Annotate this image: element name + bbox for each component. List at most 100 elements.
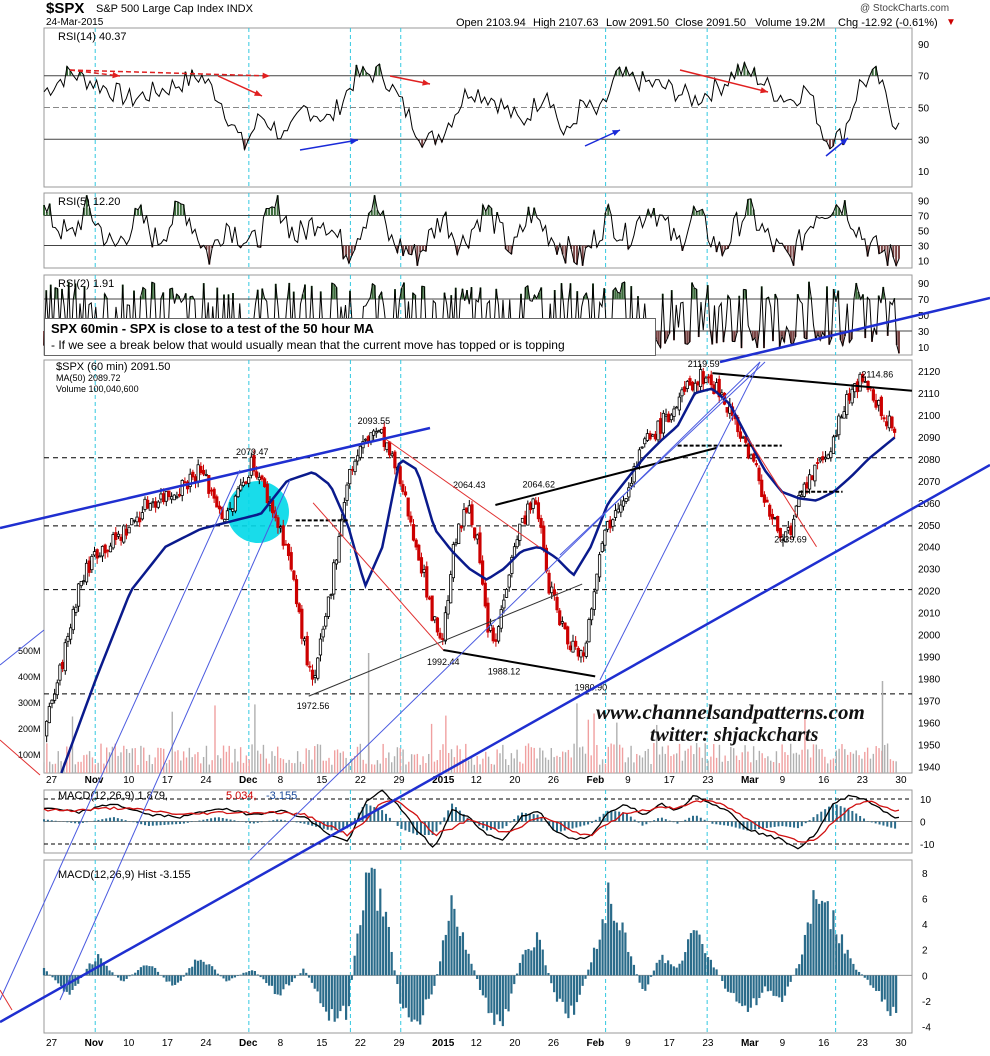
candle-body (71, 608, 75, 631)
candle-body (693, 382, 697, 394)
candle-body (523, 515, 527, 525)
copyright: @ StockCharts.com (860, 3, 950, 14)
candle-body (164, 491, 168, 502)
red-projection-3 (746, 436, 817, 547)
candle-body (887, 415, 891, 429)
price-ytick-12: 2060 (918, 499, 941, 510)
candle-body (292, 570, 296, 580)
candle-body (491, 627, 495, 642)
candle-body (411, 524, 416, 541)
watermark-twitter: twitter: shjackcharts (650, 724, 819, 746)
candle-body (640, 446, 644, 449)
candle-body (754, 463, 759, 466)
candle-body (233, 495, 237, 512)
candle-body (807, 474, 812, 490)
candle-body (866, 380, 870, 390)
candle-body (255, 471, 259, 478)
hist-xtick-13: 26 (548, 1038, 560, 1049)
candle-body (768, 504, 772, 517)
candle-body (318, 638, 323, 656)
price-xtick-21: 23 (857, 775, 869, 786)
ma50-line (60, 387, 896, 774)
annotation-line-2: - If we see a break below that would usu… (51, 338, 565, 352)
candle-body (504, 588, 509, 598)
candle-body (98, 555, 102, 558)
price-ytick-2: 1960 (918, 718, 941, 729)
rsi2-ytick-0: 10 (918, 343, 930, 354)
candle-body (672, 408, 676, 417)
candle-body (770, 513, 774, 520)
candle-body (191, 471, 195, 478)
price-ytick-18: 2120 (918, 367, 941, 378)
candle-body (510, 556, 514, 574)
candle-body (704, 377, 708, 384)
candle-body (571, 640, 575, 653)
candle-body (393, 451, 397, 469)
price-xtick-20: 16 (818, 775, 830, 786)
candle-body (66, 636, 70, 642)
candle-body (619, 504, 623, 513)
price-ytick-1: 1950 (918, 740, 941, 751)
high-value: High 2107.63 (533, 17, 599, 29)
candle-body (701, 371, 705, 385)
candle-body (284, 543, 288, 546)
rsi5-ytick-3: 70 (918, 212, 930, 223)
candle-body (531, 498, 535, 509)
panel-frame-price (43, 359, 913, 774)
candle-body (478, 532, 482, 564)
candle-body (68, 627, 73, 640)
candle-body (815, 462, 820, 464)
candle-body (837, 415, 841, 436)
candle-body (114, 532, 118, 540)
candle-body (648, 433, 652, 440)
rsi-divergence-arrow-6 (299, 139, 359, 151)
candle-body (321, 628, 325, 638)
price-label-10: 2114.86 (861, 369, 893, 379)
candle-body (451, 544, 455, 579)
candle-body (789, 525, 793, 536)
rsi2-ytick-3: 70 (918, 295, 930, 306)
candle-body (249, 456, 253, 476)
price-xtick-15: 9 (625, 775, 631, 786)
candle-body (212, 488, 216, 499)
candle-body (79, 580, 83, 587)
rsi2-ytick-4: 90 (918, 279, 930, 290)
candle-body (337, 536, 341, 563)
candle-body (605, 521, 610, 530)
candle-body (741, 436, 745, 439)
candle-body (465, 507, 469, 513)
candle-body (217, 505, 222, 510)
ticker-symbol: $SPX (46, 0, 85, 17)
candle-body (387, 441, 392, 456)
hist-xtick-1: Nov (85, 1038, 104, 1049)
candle-body (499, 609, 503, 629)
candle-body (520, 517, 525, 523)
candle-body (231, 508, 235, 512)
candle-body (778, 527, 782, 538)
candle-body (579, 650, 583, 658)
candle-body (403, 491, 408, 496)
candle-body (252, 455, 256, 472)
candle-body (215, 496, 219, 508)
candle-body (260, 475, 264, 480)
price-xtick-1: Nov (85, 775, 104, 786)
rsi-divergence-arrow-5-head (760, 87, 768, 94)
index-name: S&P 500 Large Cap Index INDX (96, 3, 253, 15)
candle-body (893, 428, 897, 433)
price-xtick-10: 2015 (432, 775, 455, 786)
candle-body (776, 515, 780, 532)
fan-line-5 (559, 361, 766, 556)
fan-line-6 (599, 361, 761, 681)
candle-body (627, 487, 631, 498)
rsi5-ytick-0: 10 (918, 257, 930, 268)
price-label-5: 2064.62 (522, 480, 555, 490)
rsi14-ytick-3: 70 (918, 72, 930, 83)
candle-body (63, 642, 67, 672)
candle-body (106, 549, 110, 552)
candle-body (156, 501, 160, 508)
hist-xtick-20: 16 (818, 1038, 830, 1049)
candle-body (435, 617, 440, 633)
candle-body (82, 580, 86, 583)
candle-body (366, 436, 370, 442)
price-legend-1: MA(50) 2089.72 (56, 373, 121, 383)
